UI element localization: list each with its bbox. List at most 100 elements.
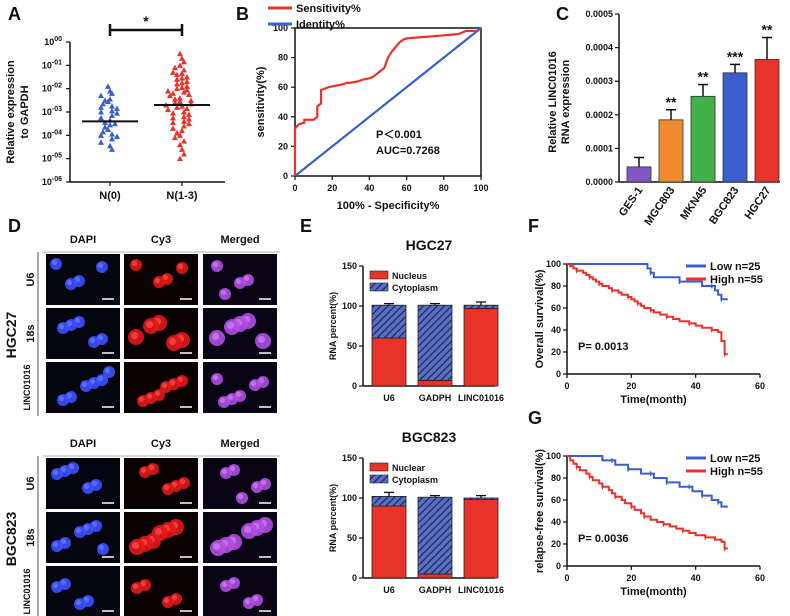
d-cell-highlight xyxy=(58,323,65,330)
panel-label-a: A xyxy=(8,4,21,24)
d-cell-highlight xyxy=(212,374,219,381)
a-point-n0 xyxy=(105,126,111,132)
a-point-n13 xyxy=(181,118,187,124)
e2-bar-nucleus xyxy=(371,505,407,579)
e1-y-tick-label: 0 xyxy=(352,381,357,391)
panel-c-bar: 0.0000 0.0001 0.0002 0.0003 0.0004 0.0005 Rela… xyxy=(547,9,780,228)
d-cell-highlight xyxy=(162,274,169,281)
a-point-n13 xyxy=(184,74,190,80)
a-point-n0 xyxy=(107,142,113,149)
f-x-tick-label: 40 xyxy=(691,381,701,391)
d-cell-highlight xyxy=(75,599,82,606)
b-x-tick-label: 60 xyxy=(402,183,412,193)
e2-y-tick-label: 150 xyxy=(342,453,357,463)
d-cell-highlight xyxy=(252,595,259,602)
d-row-label: U6 xyxy=(25,272,37,286)
a-point-n13 xyxy=(170,119,176,125)
a-point-n13 xyxy=(179,146,185,152)
d-cell-highlight xyxy=(154,277,161,284)
b-annotation-auc: AUC=0.7268 xyxy=(376,145,440,157)
a-point-n13 xyxy=(165,88,171,94)
a-point-n13 xyxy=(179,127,185,134)
d-cell-highlight xyxy=(252,482,259,489)
d-cell-highlight xyxy=(145,320,154,329)
c-sig-label: ** xyxy=(666,94,677,110)
d-row-label: U6 xyxy=(25,476,37,490)
panel-label-e: E xyxy=(300,216,312,236)
c-y-tick-label: 0.0005 xyxy=(585,9,613,19)
f-y-tick-label: 60 xyxy=(551,303,561,313)
a-point-n13 xyxy=(167,92,173,99)
a-point-n0 xyxy=(109,146,115,152)
b-y-tick-label: 0 xyxy=(283,171,288,181)
a-point-n13 xyxy=(172,134,178,141)
c-bar-bgc823 xyxy=(722,72,748,183)
f-legend-label: Low n=25 xyxy=(710,261,760,273)
d-column-header: Merged xyxy=(220,438,259,450)
panel-f-survival: 0 20 40 60 0 20 40 60 80 100 Time(month) Overall su… xyxy=(534,259,765,406)
e2-x-tick-label: U6 xyxy=(383,585,395,595)
panel-e-bgc823: BGC823 0 50 100 150 RNA percent(%) U6 GADPH LINC… xyxy=(328,429,504,595)
g-xlabel: Time(month) xyxy=(620,586,687,598)
b-xlabel: 100% - Specificity% xyxy=(337,200,440,212)
d-column-header: Cy3 xyxy=(151,234,171,246)
a-y-tick-label: 10-05 xyxy=(42,153,62,164)
a-point-n13 xyxy=(179,84,185,90)
e1-bar-nucleus xyxy=(417,379,453,387)
d-cell-highlight xyxy=(171,481,178,488)
a-point-n13 xyxy=(170,125,176,131)
d-cell-highlight xyxy=(235,391,242,398)
e2-y-tick-label: 100 xyxy=(342,493,357,503)
d-cell-highlight xyxy=(131,260,138,267)
e2-x-tick-label: GADPH xyxy=(419,585,452,595)
f-y-tick-label: 40 xyxy=(551,325,561,335)
a-point-n13 xyxy=(177,141,183,148)
e1-bar-cytoplasm xyxy=(371,304,407,339)
b-y-tick-label: 80 xyxy=(278,53,288,63)
panel-label-c: C xyxy=(556,4,569,24)
d-row-label: 18s xyxy=(25,528,37,546)
d-cell-highlight xyxy=(212,261,219,268)
e2-x-tick-label: LINC01016 xyxy=(458,585,504,595)
d-cell-highlight xyxy=(68,463,75,470)
e1-x-tick-label: U6 xyxy=(383,393,395,403)
d-cell-highlight xyxy=(91,521,98,528)
a-point-n0 xyxy=(98,109,104,115)
b-series-identity xyxy=(294,27,482,177)
f-y-tick-label: 100 xyxy=(546,259,561,269)
e1-x-tick-label: LINC01016 xyxy=(458,393,504,403)
a-y-tick-label: 10-04 xyxy=(42,129,62,140)
c-x-tick-label: HGC27 xyxy=(743,185,774,222)
e2-bar-nucleus xyxy=(417,573,453,579)
d-cell-highlight xyxy=(169,379,176,386)
g-x-tick-label: 20 xyxy=(626,573,636,583)
a-point-n13 xyxy=(177,98,183,104)
d-micrograph-dapi xyxy=(46,512,120,563)
d-cell-highlight xyxy=(148,464,155,471)
a-point-n13 xyxy=(186,111,192,117)
c-ylabel-1: Relative LINC01016 xyxy=(547,51,559,153)
a-point-n13 xyxy=(177,132,183,138)
d-cell-highlight xyxy=(130,331,139,340)
b-series-sensitivity xyxy=(293,27,482,176)
e1-ylabel: RNA percent(%) xyxy=(328,292,338,360)
panel-b-roc: 0 20 40 60 80 100 0 20 40 60 80 100 100% - Specifici… xyxy=(255,3,489,212)
b-y-tick-label: 40 xyxy=(278,112,288,122)
e1-legend-swatch xyxy=(369,270,389,280)
d-cell-highlight xyxy=(51,259,58,266)
e2-legend-label: Cytoplasm xyxy=(392,475,438,485)
a-point-n13 xyxy=(177,50,183,57)
a-point-n13 xyxy=(184,105,190,111)
a-point-n13 xyxy=(170,110,176,116)
a-x-tick-label: N(0) xyxy=(99,190,121,202)
d-cell-highlight xyxy=(229,465,236,472)
f-y-tick-label: 80 xyxy=(551,281,561,291)
d-cell-highlight xyxy=(243,275,250,282)
g-x-tick-label: 40 xyxy=(691,573,701,583)
d-cell-highlight xyxy=(229,578,236,585)
a-point-n13 xyxy=(177,155,183,162)
a-y-tick-label: 10-01 xyxy=(42,59,62,70)
b-x-tick-label: 80 xyxy=(439,183,449,193)
c-sig-label: ** xyxy=(762,22,773,38)
a-point-n0 xyxy=(105,83,111,89)
